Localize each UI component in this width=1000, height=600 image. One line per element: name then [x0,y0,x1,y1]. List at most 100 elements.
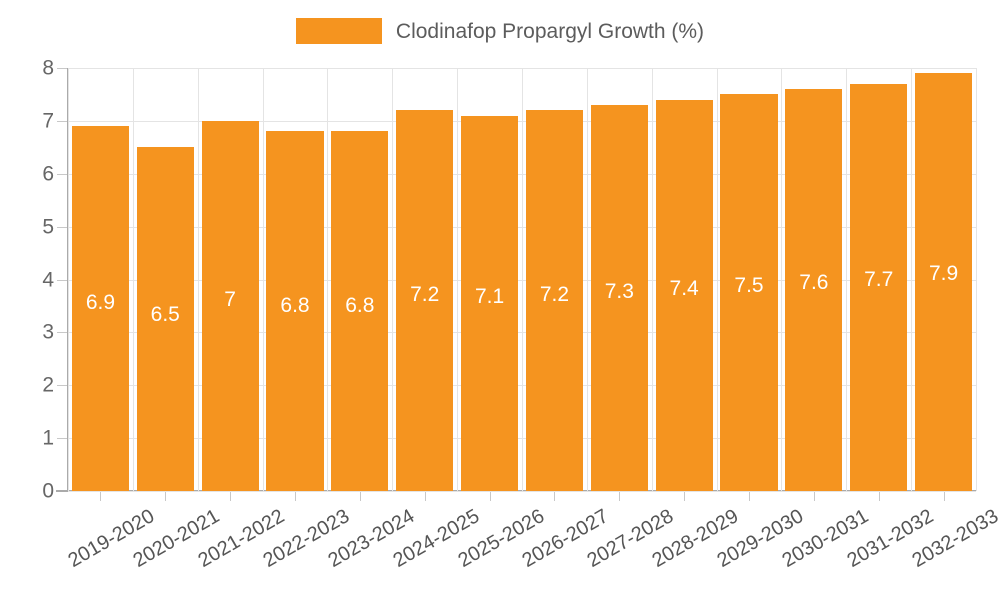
chart-legend: Clodinafop Propargyl Growth (%) [0,16,1000,46]
bar-slot: 7.2 [522,68,587,491]
bar[interactable]: 7.7 [850,83,908,491]
bar-value-label: 7.9 [928,262,959,286]
bar[interactable]: 7.2 [396,110,454,491]
gridline-vertical [197,68,199,491]
bar[interactable]: 6.5 [136,147,194,491]
y-axis-tick-mark [57,438,67,440]
plot-area: 6.9 6.5 7 6.8 6.8 7.2 7.1 7.2 7.3 7.4 7.5 7.6 7.7 7.9 [68,68,977,492]
bar-slot: 6.8 [327,68,392,491]
bar[interactable]: 7.2 [525,110,583,491]
bar-slot: 6.9 [68,68,133,491]
bar-value-label: 7.7 [864,268,894,292]
bar-value-label: 7.5 [734,273,764,297]
y-axis-tick-label: 6 [42,162,54,186]
bar-series: 6.9 6.5 7 6.8 6.8 7.2 7.1 7.2 7.3 7.4 7.5 7.6 7.7 7.9 [68,68,976,491]
bar[interactable]: 7.4 [655,99,713,491]
x-axis-tick-label: 2032-2033 [908,505,1000,573]
x-axis-tick-mark [100,492,102,501]
y-axis-tick-mark [57,120,67,122]
x-axis-tick: 2027-2028 [584,492,678,600]
gridline-vertical [781,68,783,491]
x-axis-tick: 2020-2021 [130,492,224,600]
bar[interactable]: 7 [201,120,259,491]
bar-value-label: 7.2 [539,282,570,306]
bar[interactable]: 6.8 [266,131,324,491]
x-axis-tick-mark [295,492,296,501]
gridline-vertical [716,68,718,491]
x-axis-tick-mark [813,492,815,501]
x-axis-tick: 2024-2025 [389,492,483,600]
y-axis-tick-mark [57,332,67,334]
y-axis-tick-label: 1 [42,426,54,450]
y-axis-tick-mark [57,68,67,69]
y-axis-tick-label: 2 [42,373,54,397]
x-axis-tick-mark [878,492,880,501]
x-axis-tick: 2022-2023 [259,492,353,600]
x-axis-tick-mark [230,492,232,501]
y-axis-tick-label: 7 [42,109,54,133]
x-axis-tick-mark [359,492,361,501]
bar-value-label: 7.6 [799,270,829,294]
gridline-vertical [522,68,523,491]
bar-value-label: 6.8 [345,294,375,318]
bar-value-label: 6.8 [280,294,310,318]
bar[interactable]: 7.1 [461,115,519,491]
bar-slot: 7.9 [911,68,976,491]
vertical-gridlines [68,68,977,491]
x-axis-tick-mark [749,492,751,501]
bar[interactable]: 6.9 [71,126,129,491]
x-axis-tick: 2029-2030 [714,492,807,600]
bar-value-label: 6.9 [85,291,116,315]
x-axis-tick: 2030-2031 [778,492,872,600]
x-axis-tick: 2021-2022 [195,492,288,600]
bar[interactable]: 7.9 [915,73,973,491]
gridline-vertical [68,68,69,491]
bar-slot: 7.5 [717,68,782,491]
bar-slot: 7.4 [652,68,717,491]
bar-value-label: 7.4 [669,276,699,300]
x-axis-tick-mark [943,492,945,501]
gridline-vertical [132,68,134,491]
y-axis-tick-mark [57,279,67,281]
legend-item-clodinafop-propargyl-growth[interactable]: Clodinafop Propargyl Growth (%) [295,18,705,44]
y-axis-tick-mark [57,173,67,175]
legend-color-swatch [295,18,382,44]
y-axis-tick-label: 0 [42,479,54,503]
x-axis-tick-mark [424,492,426,501]
x-axis-tick: 2023-2024 [324,492,418,600]
y-axis-tick-label: 3 [42,320,54,344]
bar-slot: 7.2 [392,68,457,491]
bar-slot: 6.8 [263,68,328,491]
bar[interactable]: 7.5 [720,94,778,491]
y-axis: 0 1 2 3 4 5 6 7 8 [0,0,68,600]
gridline-horizontal [68,491,976,492]
bar-slot: 6.5 [133,68,198,491]
gridline-vertical [976,68,977,491]
x-axis-tick-mark [165,492,167,501]
gridline-vertical [586,68,588,491]
y-axis-tick-mark [57,226,67,228]
bar-slot: 7.1 [457,68,522,491]
gridline-vertical [651,68,653,491]
x-axis-tick-mark [619,492,621,501]
bar[interactable]: 6.8 [331,131,389,491]
gridline-vertical [392,68,394,491]
x-axis-tick-mark [489,492,491,501]
y-axis-tick-mark [57,385,67,387]
y-axis-tick-label: 8 [42,56,54,80]
bar[interactable]: 7.3 [590,105,648,491]
bar-slot: 7.6 [781,68,846,491]
bar[interactable]: 7.6 [785,89,843,491]
bar-value-label: 7.3 [604,279,634,303]
gridline-vertical [457,68,459,491]
bar-value-label: 7 [224,288,236,312]
y-axis-tick-label: 5 [42,215,54,239]
legend-label: Clodinafop Propargyl Growth (%) [395,19,705,43]
x-axis-tick-mark [554,492,556,501]
x-axis-tick: 2019-2020 [65,492,159,600]
x-axis-tick-mark [684,492,686,501]
gridline-vertical [262,68,264,491]
x-axis-tick: 2028-2029 [649,492,742,600]
gridline-vertical [846,68,848,491]
